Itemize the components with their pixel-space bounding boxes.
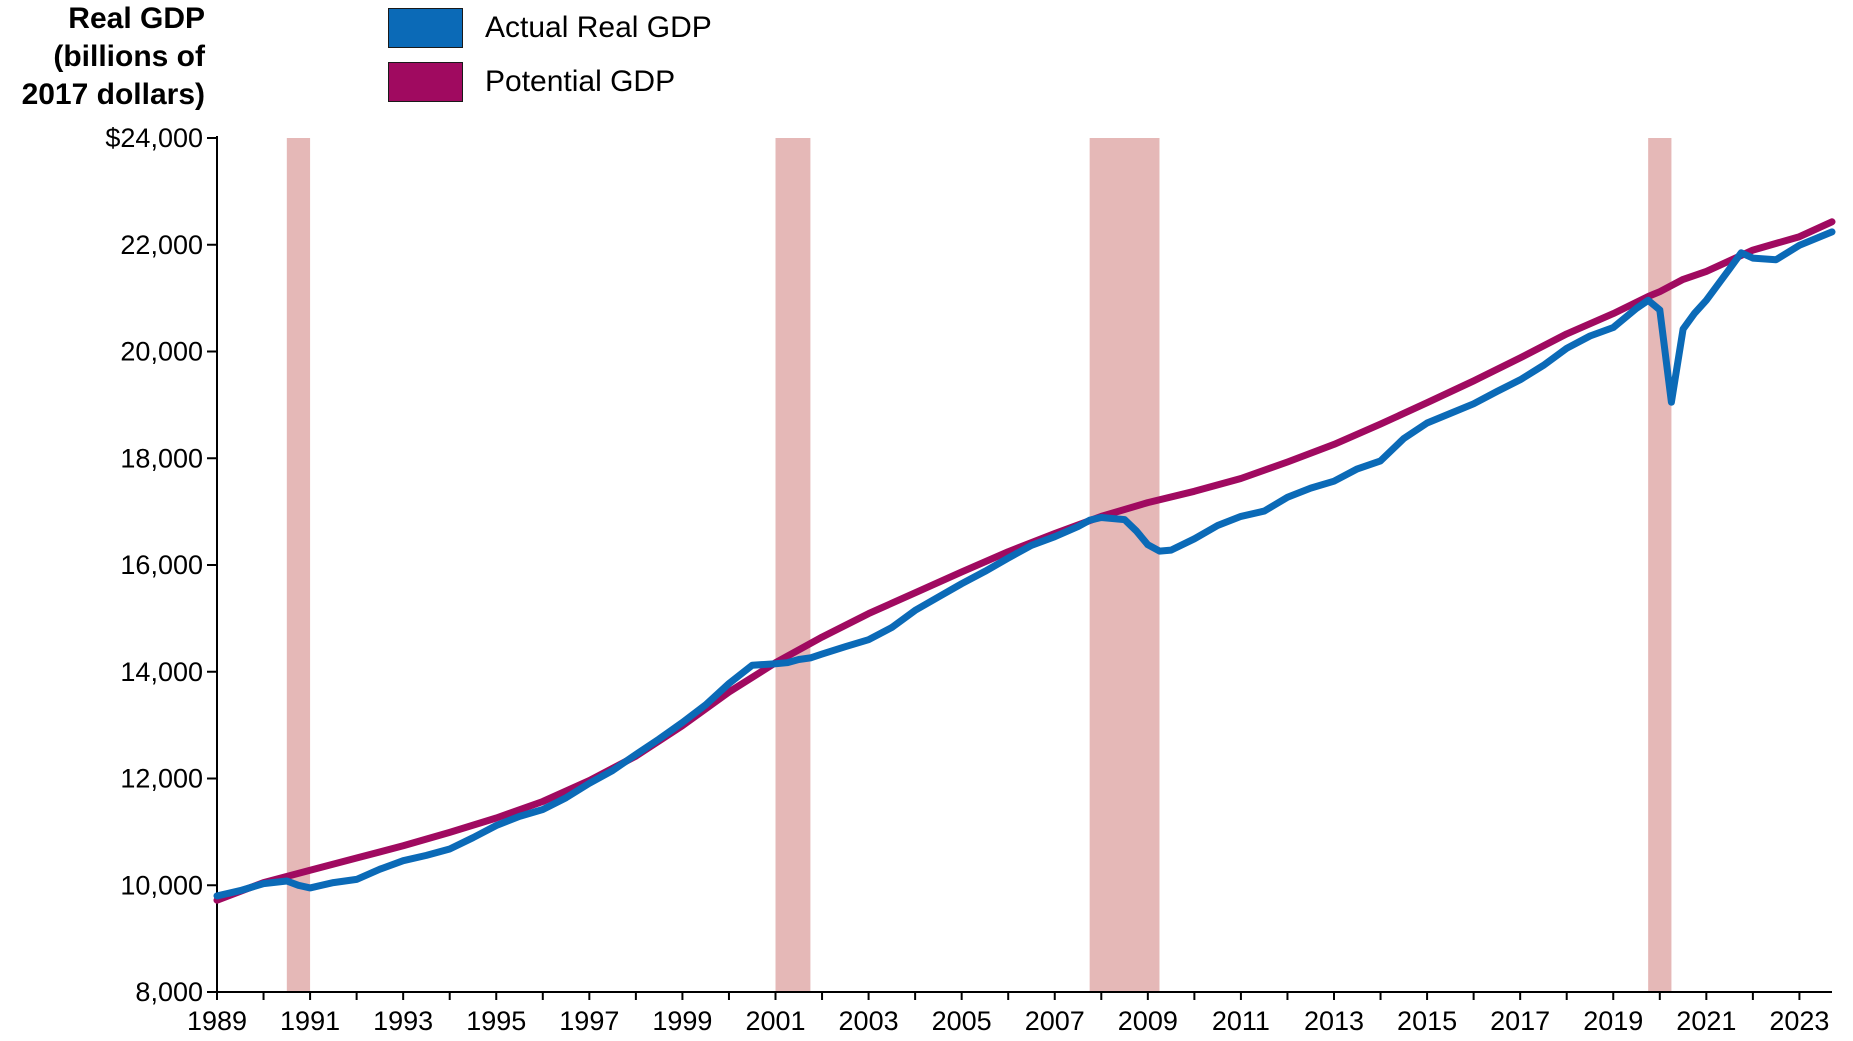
x-tick-label: 1997 xyxy=(559,1006,619,1036)
x-tick-label: 2001 xyxy=(745,1006,805,1036)
y-tick-label: $24,000 xyxy=(105,123,203,153)
y-tick-label: 22,000 xyxy=(120,230,203,260)
y-tick-label: 16,000 xyxy=(120,550,203,580)
x-tick-label: 1991 xyxy=(280,1006,340,1036)
legend-label: Actual Real GDP xyxy=(485,11,712,44)
x-tick-label: 2005 xyxy=(932,1006,992,1036)
x-tick-label: 2023 xyxy=(1769,1006,1829,1036)
y-axis-label-line: 2017 dollars) xyxy=(21,78,205,111)
recession-band xyxy=(775,138,811,992)
x-tick-labels: 1989 1991 1993 1995 1997 1999 2001 2003 2005 2007… xyxy=(187,1006,1829,1036)
x-tick-label: 2007 xyxy=(1025,1006,1085,1036)
x-tick-label: 2003 xyxy=(839,1006,899,1036)
y-axis-label: Real GDP (billions of 2017 dollars) xyxy=(0,0,205,114)
series-lines xyxy=(213,218,1836,904)
x-tick-label: 2015 xyxy=(1397,1006,1457,1036)
x-tick-label: 2009 xyxy=(1118,1006,1178,1036)
recession-band xyxy=(286,138,311,992)
x-tick-label: 2011 xyxy=(1212,1006,1270,1036)
x-tick-label: 1993 xyxy=(373,1006,433,1036)
y-tick-label: 8,000 xyxy=(135,977,203,1007)
actual-gdp-line xyxy=(213,228,1836,900)
y-tick-label: 20,000 xyxy=(120,337,203,367)
legend: Actual Real GDP Potential GDP xyxy=(388,2,712,110)
x-tick-label: 1999 xyxy=(652,1006,712,1036)
potential-gdp-line xyxy=(213,218,1836,904)
y-tick-label: 10,000 xyxy=(120,870,203,900)
y-tick-label: 18,000 xyxy=(120,443,203,473)
legend-label: Potential GDP xyxy=(485,65,676,98)
x-tick-label: 2017 xyxy=(1490,1006,1550,1036)
recession-band xyxy=(1648,138,1672,992)
y-axis-label-line: (billions of xyxy=(53,40,205,73)
x-tick-label: 1995 xyxy=(466,1006,526,1036)
x-tick-label: 2021 xyxy=(1676,1006,1736,1036)
legend-item-potential: Potential GDP xyxy=(388,56,712,108)
y-tick-label: 12,000 xyxy=(120,764,203,794)
legend-swatch-actual xyxy=(388,8,463,48)
x-tick-label: 1989 xyxy=(187,1006,247,1036)
y-axis-label-line: Real GDP xyxy=(68,2,205,35)
x-tick-label: 2019 xyxy=(1583,1006,1643,1036)
recession-band xyxy=(1089,138,1160,992)
legend-item-actual: Actual Real GDP xyxy=(388,2,712,54)
x-tick-label: 2013 xyxy=(1304,1006,1364,1036)
legend-swatch-potential xyxy=(388,62,463,102)
y-tick-label: 14,000 xyxy=(120,657,203,687)
y-tick-labels: $24,000 22,000 20,000 18,000 16,000 14,000 12,… xyxy=(105,123,203,1007)
axes xyxy=(207,136,1832,1000)
